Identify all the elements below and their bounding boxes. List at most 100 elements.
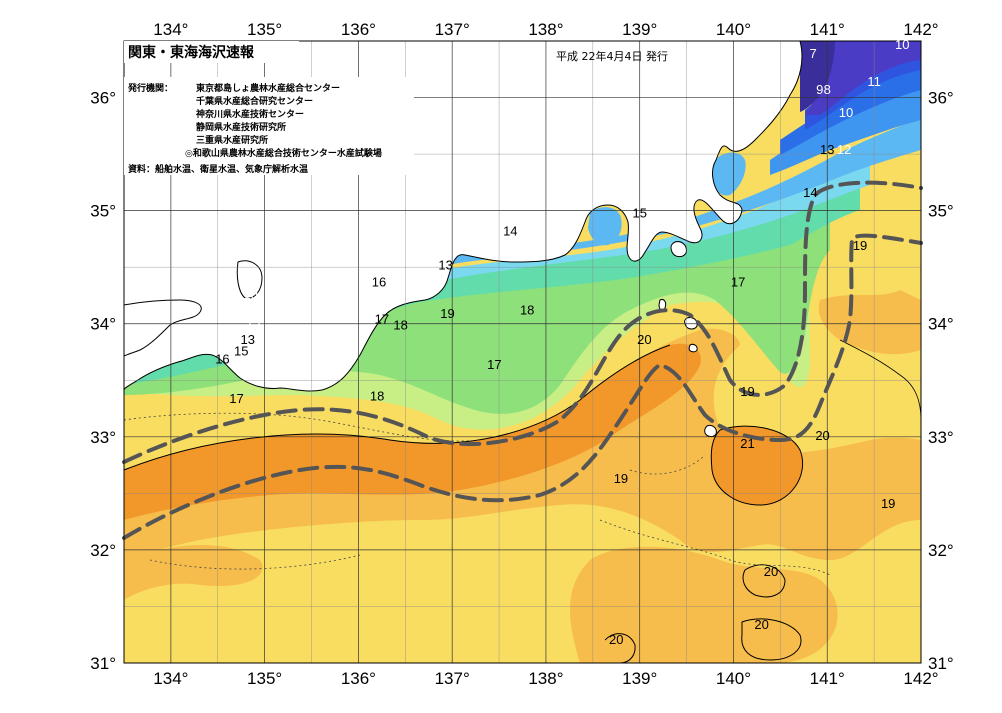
lat-label-left: 35° xyxy=(90,202,116,221)
isotherm-label: 20 xyxy=(637,332,651,347)
issuer-5: ◎和歌山県農林水産総合技術センター水産試験場 xyxy=(185,147,382,159)
land-niijima xyxy=(658,299,667,311)
land-kozu xyxy=(688,343,698,353)
isotherm-label: 18 xyxy=(393,317,407,332)
lon-label-top: 138° xyxy=(528,20,563,39)
lat-label-right: 36° xyxy=(928,89,954,108)
lon-label-top: 136° xyxy=(341,20,376,39)
lat-label-left: 36° xyxy=(90,89,116,108)
longitude-labels-bottom: 134° 135° 136° 137° 138° 139° 140° 141° 142° xyxy=(153,669,938,688)
isotherm-label: 13 xyxy=(241,332,255,347)
kuroshio-axis-current xyxy=(122,180,923,464)
isotherm-label: 9 xyxy=(816,82,823,97)
sst-zone-12 xyxy=(780,62,921,155)
isotherm-label: 12 xyxy=(837,142,851,157)
isotherm-label: 19 xyxy=(740,384,754,399)
isotherm-label: 10 xyxy=(243,287,257,302)
isotherm-lines-dotted xyxy=(123,412,831,576)
sst-zone-17-eddy xyxy=(453,366,521,410)
kuroshio-axis-mean xyxy=(122,233,923,540)
lat-label-right: 32° xyxy=(928,541,954,560)
isotherm-label: 15 xyxy=(234,343,248,358)
lon-label-bottom: 136° xyxy=(341,669,376,688)
issuer-box xyxy=(124,77,414,175)
lat-label-right: 31° xyxy=(928,654,954,673)
land-oshima xyxy=(670,241,687,258)
isotherm-label: 11 xyxy=(867,74,881,89)
sst-zone-10 xyxy=(805,41,921,115)
sst-zone-21-core xyxy=(124,343,701,520)
isotherm-label: 10 xyxy=(839,105,853,120)
latitude-labels-right: 36° 35° 34° 33° 32° 31° xyxy=(928,89,954,673)
lon-label-bottom: 134° xyxy=(153,669,188,688)
isotherm-label: 19 xyxy=(614,471,628,486)
isotherm-label: 8 xyxy=(824,82,831,97)
lat-label-right: 33° xyxy=(928,428,954,447)
data-sources: 資料：船舶水温、衛星水温、気象庁解析水温 xyxy=(128,163,308,175)
isotherm-label: 17 xyxy=(487,357,501,372)
lon-label-bottom: 135° xyxy=(247,669,282,688)
isotherm-label: 14 xyxy=(503,224,517,239)
isotherm-20-south2 xyxy=(741,618,802,661)
lat-label-right: 35° xyxy=(928,202,954,221)
isotherm-label: 15 xyxy=(632,205,646,220)
isotherm-label: 20 xyxy=(764,564,778,579)
lon-label-bottom: 138° xyxy=(528,669,563,688)
issuer-2: 神奈川県水産技術センター xyxy=(196,108,304,120)
issuer-3: 静岡県水産技術研究所 xyxy=(196,121,286,133)
issue-date: 平成 22年4月4日 発行 xyxy=(556,49,668,63)
isotherm-label: 19 xyxy=(853,238,867,253)
issuer-1: 千葉県水産総合研究センター xyxy=(196,95,313,107)
lon-label-top: 142° xyxy=(903,20,938,39)
isotherm-label: 18 xyxy=(370,389,384,404)
isotherm-19-north xyxy=(123,344,671,471)
isotherm-label: 20 xyxy=(609,632,623,647)
land-hachijo xyxy=(704,425,717,437)
isotherm-label: 18 xyxy=(520,303,534,318)
isotherm-label: 11 xyxy=(247,298,261,313)
isotherm-lines xyxy=(123,339,922,664)
lon-label-bottom: 140° xyxy=(716,669,751,688)
isotherm-label: 12 xyxy=(426,254,440,269)
isotherm-20-eddy xyxy=(710,425,804,506)
isotherm-label: 13 xyxy=(820,142,834,157)
isotherm-label: 20 xyxy=(815,428,829,443)
isotherm-label: 17 xyxy=(375,312,389,327)
lon-label-bottom: 139° xyxy=(622,669,657,688)
land-miyake xyxy=(684,317,698,330)
sst-zone-21-eddy xyxy=(711,426,803,505)
lon-label-bottom: 142° xyxy=(903,669,938,688)
latitude-labels-left: 36° 35° 34° 33° 32° 31° xyxy=(90,89,116,673)
map-title: 関東・東海海沢速報 xyxy=(128,44,255,61)
lat-label-left: 31° xyxy=(90,654,116,673)
map-frame xyxy=(123,40,922,664)
isotherm-label: 19 xyxy=(440,306,454,321)
lat-label-left: 33° xyxy=(90,428,116,447)
sst-zone-13 xyxy=(770,80,921,175)
isotherm-label: 16 xyxy=(215,351,229,366)
isotherm-label: 19 xyxy=(881,496,895,511)
lon-label-bottom: 141° xyxy=(810,669,845,688)
isotherm-label: 12 xyxy=(246,317,260,332)
lon-label-top: 135° xyxy=(247,20,282,39)
isotherm-label: 16 xyxy=(372,274,386,289)
isotherm-label: 20 xyxy=(754,617,768,632)
isotherm-label: 10 xyxy=(895,37,909,52)
isotherm-label: 21 xyxy=(740,436,754,451)
title-box xyxy=(124,41,299,63)
sst-zone-suruga-bay xyxy=(588,207,622,246)
land-shikoku xyxy=(123,299,202,357)
lon-label-bottom: 137° xyxy=(435,669,470,688)
issuer-4: 三重県水産研究所 xyxy=(196,134,268,146)
isotherm-label: 7 xyxy=(810,46,817,61)
lon-label-top: 140° xyxy=(716,20,751,39)
sst-zone-20-south xyxy=(124,545,263,600)
issuer-label: 発行機関： xyxy=(127,82,173,94)
isotherm-label: 17 xyxy=(229,391,243,406)
lon-label-top: 139° xyxy=(622,20,657,39)
isotherm-19-east xyxy=(839,339,922,421)
land-awaji xyxy=(236,260,263,299)
